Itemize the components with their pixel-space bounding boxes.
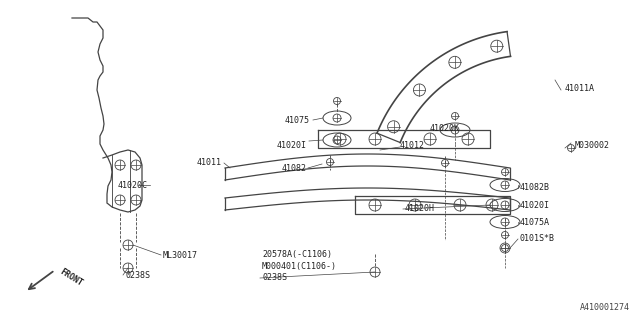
Text: M000401(C1106-): M000401(C1106-) bbox=[262, 261, 337, 270]
Text: 41020I: 41020I bbox=[520, 201, 550, 210]
Text: 41020I: 41020I bbox=[277, 140, 307, 149]
Text: 41011A: 41011A bbox=[565, 84, 595, 92]
Text: 0238S: 0238S bbox=[125, 270, 150, 279]
Text: 41020K: 41020K bbox=[430, 124, 460, 132]
Text: A410001274: A410001274 bbox=[580, 303, 630, 312]
Text: 41075A: 41075A bbox=[520, 218, 550, 227]
Text: ML30017: ML30017 bbox=[163, 251, 198, 260]
Text: 41082: 41082 bbox=[282, 164, 307, 172]
Text: 41020C: 41020C bbox=[118, 180, 148, 189]
Text: 0101S*B: 0101S*B bbox=[520, 234, 555, 243]
Text: 41075: 41075 bbox=[285, 116, 310, 124]
Text: 20578A(-C1106): 20578A(-C1106) bbox=[262, 251, 332, 260]
Text: 41082B: 41082B bbox=[520, 182, 550, 191]
Text: 41011: 41011 bbox=[197, 157, 222, 166]
Text: 0238S: 0238S bbox=[262, 274, 287, 283]
Text: 41012: 41012 bbox=[400, 140, 425, 149]
Text: M030002: M030002 bbox=[575, 140, 610, 149]
Text: 41020H: 41020H bbox=[405, 204, 435, 212]
Text: FRONT: FRONT bbox=[58, 267, 84, 288]
